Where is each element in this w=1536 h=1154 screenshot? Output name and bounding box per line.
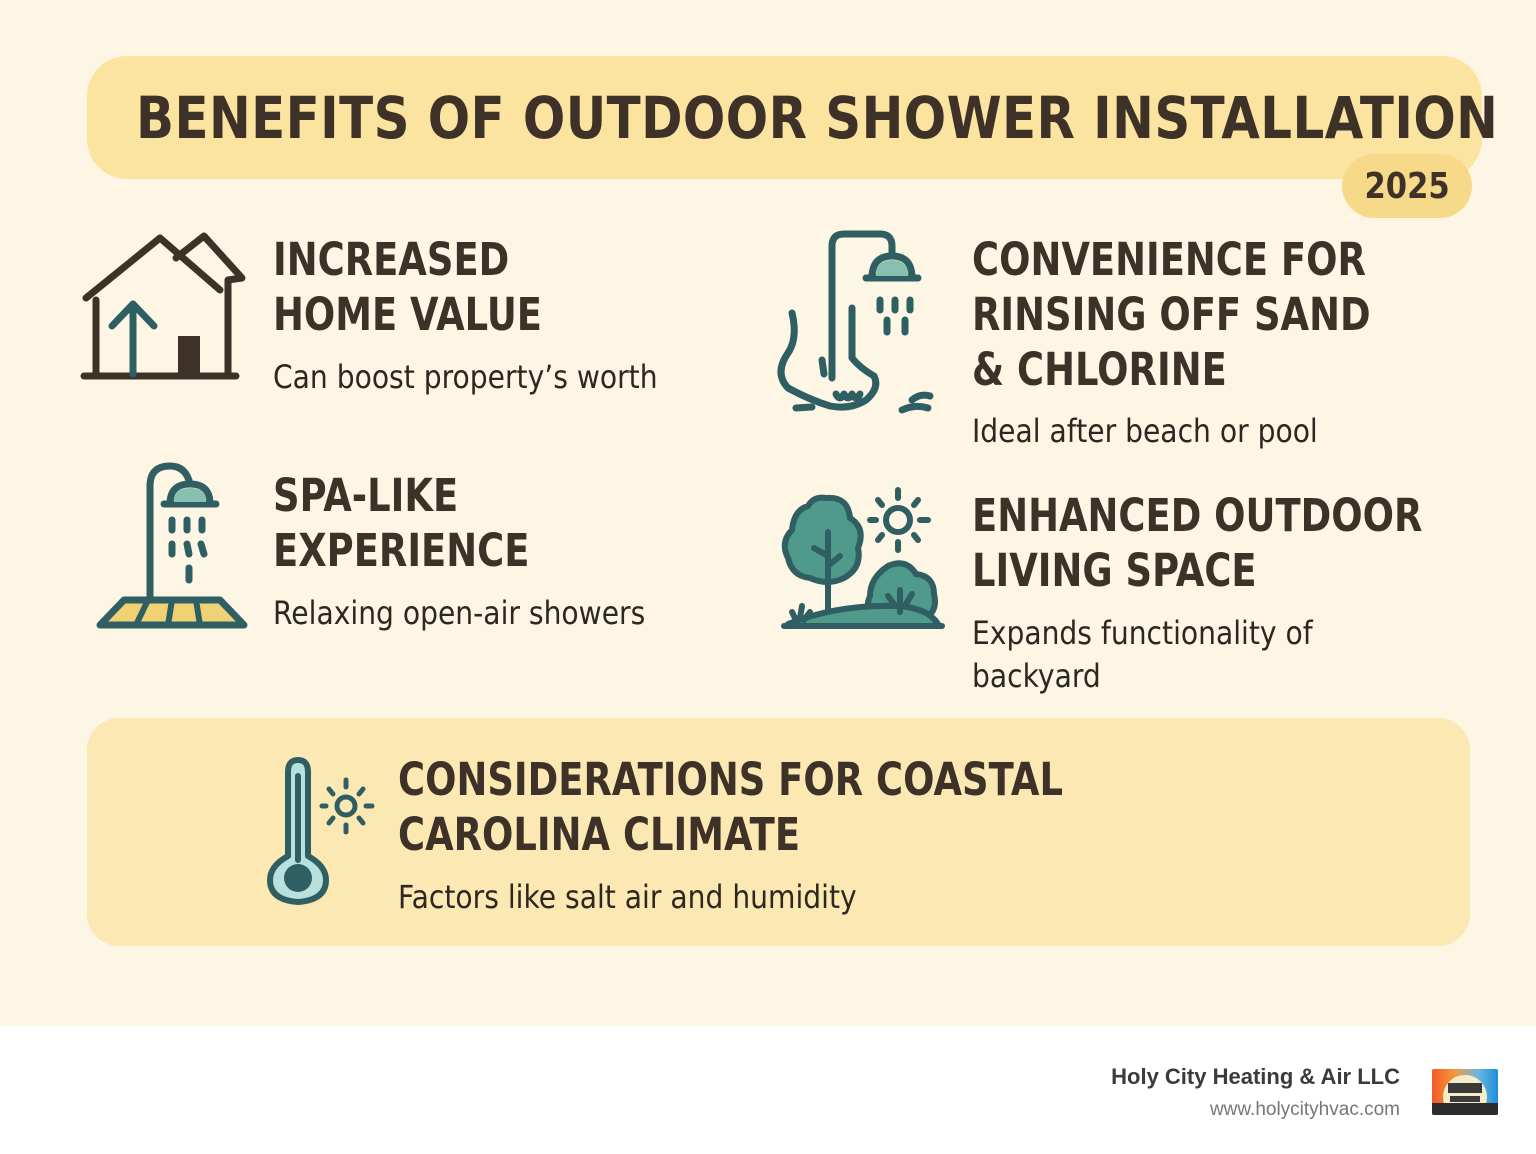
shower-foot-icon bbox=[777, 230, 934, 414]
heading-line: INCREASED bbox=[273, 233, 510, 286]
heading-line: ENHANCED OUTDOOR bbox=[972, 489, 1423, 542]
logo-label-shape bbox=[1450, 1096, 1480, 1102]
benefit-heading: SPA-LIKE EXPERIENCE bbox=[273, 468, 529, 578]
logo-ground-shape bbox=[1432, 1103, 1498, 1115]
title-banner bbox=[87, 56, 1482, 179]
heading-line: RINSING OFF SAND bbox=[972, 288, 1371, 341]
footer bbox=[0, 1026, 1536, 1154]
benefit-heading: CONVENIENCE FOR RINSING OFF SAND & CHLOR… bbox=[972, 232, 1371, 397]
shower-icon bbox=[96, 462, 248, 629]
infographic-poster: BENEFITS OF OUTDOOR SHOWER INSTALLATION … bbox=[0, 0, 1536, 1026]
company-url[interactable]: www.holycityhvac.com bbox=[1209, 1099, 1400, 1120]
benefit-description: Relaxing open-air showers bbox=[273, 594, 646, 632]
page-title: BENEFITS OF OUTDOOR SHOWER INSTALLATION bbox=[136, 84, 1499, 152]
heading-line: CAROLINA CLIMATE bbox=[398, 808, 801, 861]
benefit-heading: ENHANCED OUTDOOR LIVING SPACE bbox=[972, 488, 1422, 598]
benefit-description: Expands functionality of backyard bbox=[972, 612, 1313, 698]
benefit-description: Can boost property’s worth bbox=[273, 358, 658, 396]
house-value-icon bbox=[80, 232, 246, 380]
heading-line: HOME VALUE bbox=[273, 288, 543, 341]
company-name: Holy City Heating & Air LLC bbox=[1111, 1064, 1400, 1089]
heading-line: CONSIDERATIONS FOR COASTAL bbox=[398, 753, 1063, 806]
benefit-heading: INCREASED HOME VALUE bbox=[273, 232, 542, 342]
heading-line: LIVING SPACE bbox=[972, 544, 1257, 597]
heading-line: CONVENIENCE FOR bbox=[972, 233, 1366, 286]
logo-skyline-shape bbox=[1448, 1083, 1482, 1093]
heading-line: EXPERIENCE bbox=[273, 524, 530, 577]
considerations-panel bbox=[87, 718, 1470, 946]
consideration-heading: CONSIDERATIONS FOR COASTAL CAROLINA CLIM… bbox=[398, 752, 1063, 862]
benefit-description: Ideal after beach or pool bbox=[972, 412, 1318, 450]
company-logo bbox=[1432, 1069, 1498, 1115]
heading-line: & CHLORINE bbox=[972, 343, 1227, 396]
heading-line: SPA-LIKE bbox=[273, 469, 459, 522]
year-badge: 2025 bbox=[1342, 154, 1472, 218]
description-line: backyard bbox=[972, 657, 1101, 695]
year-label: 2025 bbox=[1364, 165, 1450, 207]
description-line: Expands functionality of bbox=[972, 614, 1313, 652]
consideration-description: Factors like salt air and humidity bbox=[398, 878, 857, 916]
thermometer-sun-icon bbox=[267, 757, 375, 905]
tree-sun-icon bbox=[781, 487, 945, 629]
